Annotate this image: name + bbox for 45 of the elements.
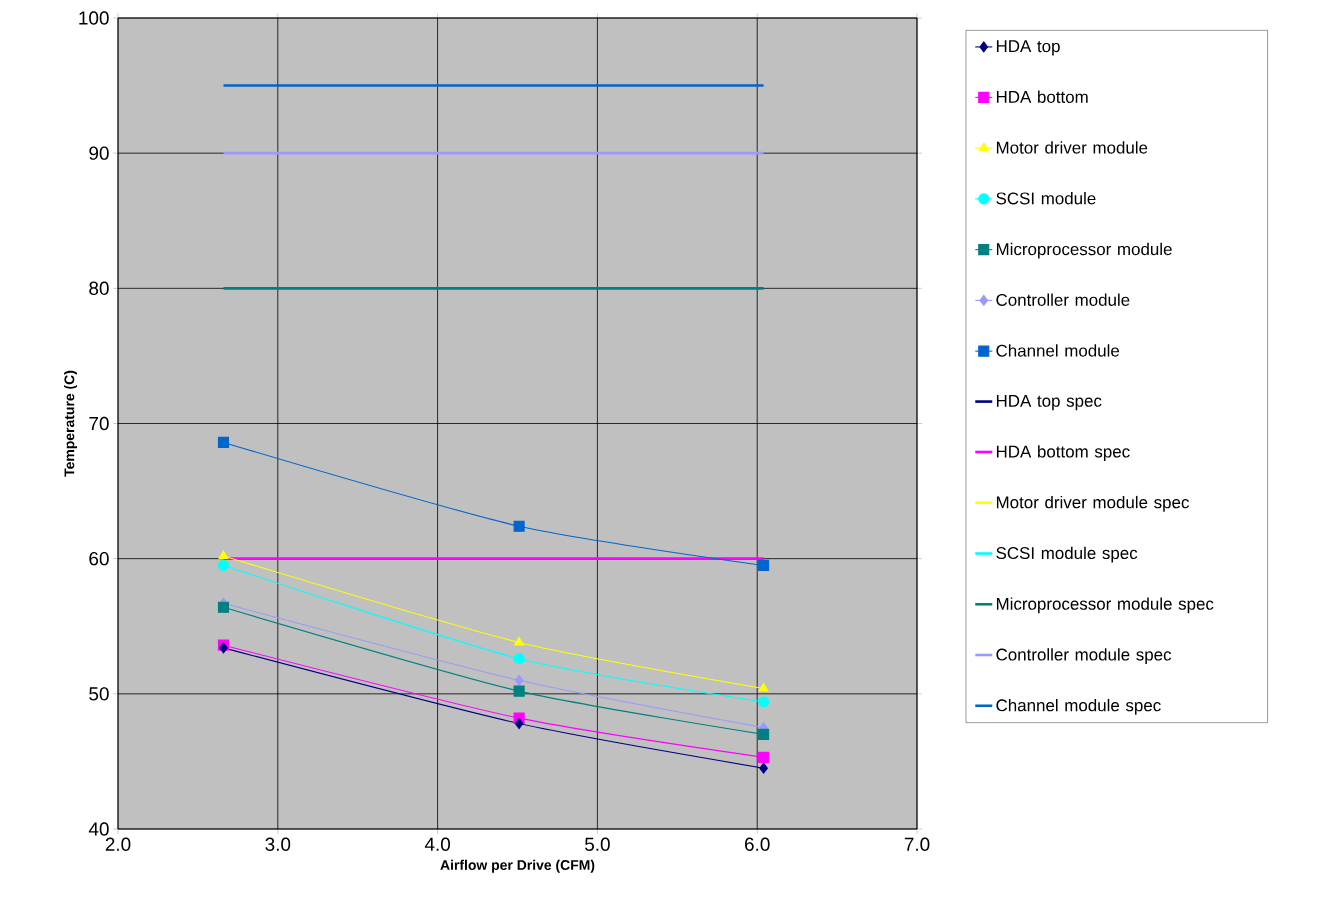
x-tick-label: 3.0 <box>265 837 291 851</box>
legend-label: Motor driver module spec <box>996 495 1189 512</box>
y-tick-label: 100 <box>79 11 109 25</box>
x-axis-title: Airflow per Drive (CFM) <box>440 859 595 873</box>
y-tick-label: 60 <box>89 551 109 566</box>
x-tick-label: 7.0 <box>904 837 930 851</box>
point <box>759 762 768 774</box>
point <box>217 436 230 448</box>
y-tick-label: 90 <box>89 146 109 160</box>
legend-label: Controller module spec <box>996 648 1172 664</box>
legend-label: HDA bottom <box>996 90 1088 103</box>
point <box>513 685 525 697</box>
point <box>758 696 770 708</box>
y-tick-label: 50 <box>89 687 109 701</box>
point <box>514 718 524 730</box>
x-tick-label: 6.0 <box>745 837 770 851</box>
legend-label: Channel module spec <box>996 698 1161 715</box>
legend-label: Microprocessor module <box>996 242 1172 259</box>
point <box>758 559 770 571</box>
y-tick-label: 40 <box>88 822 109 836</box>
point <box>217 559 230 571</box>
legend-label: Channel module <box>996 344 1120 357</box>
point <box>514 636 524 646</box>
legend-label: HDA bottom spec <box>996 445 1130 461</box>
point <box>513 520 525 532</box>
legend-label: Controller module <box>996 293 1130 306</box>
legend-label: SCSI module <box>996 192 1096 205</box>
point <box>758 682 769 692</box>
point <box>218 550 229 560</box>
point <box>758 728 770 740</box>
point <box>758 751 770 763</box>
legend-label: Microprocessor module spec <box>996 597 1214 614</box>
x-tick-label: 2.0 <box>105 837 131 851</box>
point <box>217 601 230 613</box>
legend-label: HDA top <box>996 40 1060 56</box>
point <box>513 653 525 665</box>
legend-label: SCSI module spec <box>996 546 1138 563</box>
legend-label: HDA top spec <box>996 394 1102 411</box>
y-tick-label: 70 <box>89 416 109 431</box>
x-tick-label: 4.0 <box>424 837 451 851</box>
point <box>514 674 524 686</box>
legend-label: Motor driver module <box>996 141 1148 154</box>
x-tick-label: 5.0 <box>585 837 610 851</box>
y-axis-title: Temperature (C) <box>64 370 78 477</box>
y-tick-label: 80 <box>89 281 109 296</box>
